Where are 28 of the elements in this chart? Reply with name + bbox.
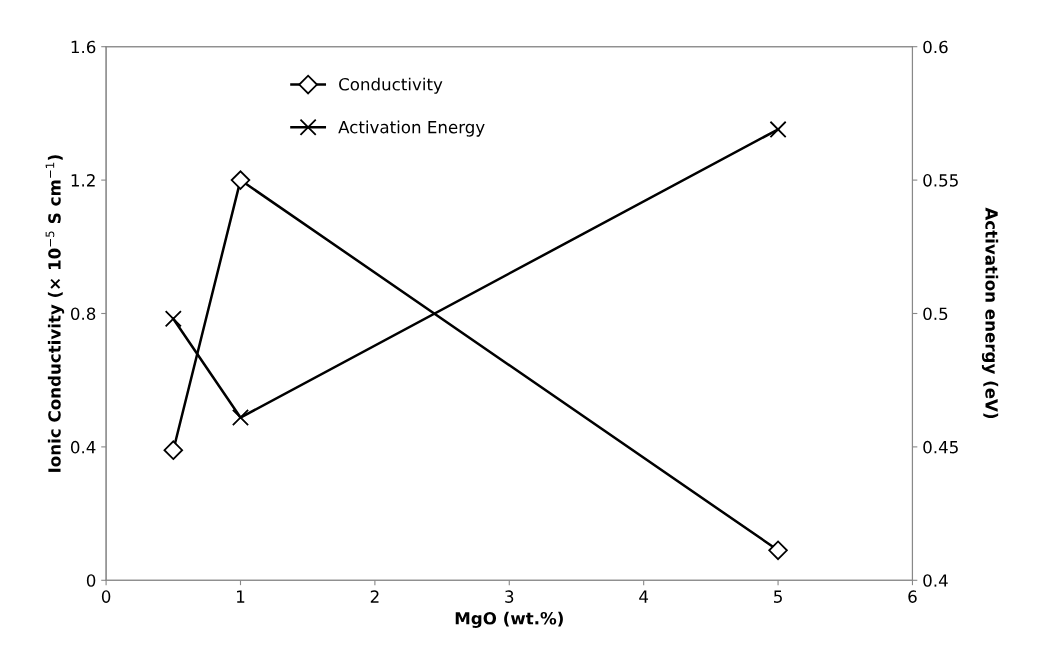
- legend-label: Conductivity: [339, 77, 443, 94]
- y2-tick-label: 0.6: [923, 40, 948, 54]
- y-tick-label: 1.6: [71, 40, 96, 54]
- point: [230, 170, 251, 190]
- y2-tick-label: 0.45: [923, 440, 958, 454]
- y-tick-label: 0.8: [70, 307, 96, 321]
- point: [768, 540, 788, 561]
- y-axis-title: Ionic Conductivity (× 10$^{−5}$ S cm$^{−1}$): [45, 155, 65, 472]
- x-tick-label: 1: [237, 590, 245, 603]
- point: [231, 408, 250, 427]
- y-tick-label: 0: [86, 574, 96, 587]
- y-tick-label: 0.4: [70, 440, 96, 454]
- x-axis-title: MgO (wt.%): [455, 611, 563, 628]
- x-tick-label: 2: [370, 590, 379, 603]
- y2-tick-label: 0.55: [923, 174, 958, 187]
- y2-axis-title: Activation energy (eV): [981, 207, 999, 419]
- point: [769, 120, 787, 138]
- x-tick-label: 0: [101, 590, 111, 603]
- y2-tick-label: 0.4: [923, 574, 948, 587]
- y2-tick-label: 0.5: [923, 307, 948, 321]
- point: [163, 440, 184, 460]
- x-tick-label: 4: [639, 590, 649, 603]
- y-tick-label: 1.2: [71, 174, 95, 187]
- x-tick-label: 5: [774, 590, 782, 603]
- legend-label: Activation Energy: [338, 120, 485, 137]
- point: [164, 310, 182, 328]
- x-tick-label: 3: [505, 590, 514, 603]
- x-tick-label: 6: [908, 590, 917, 603]
